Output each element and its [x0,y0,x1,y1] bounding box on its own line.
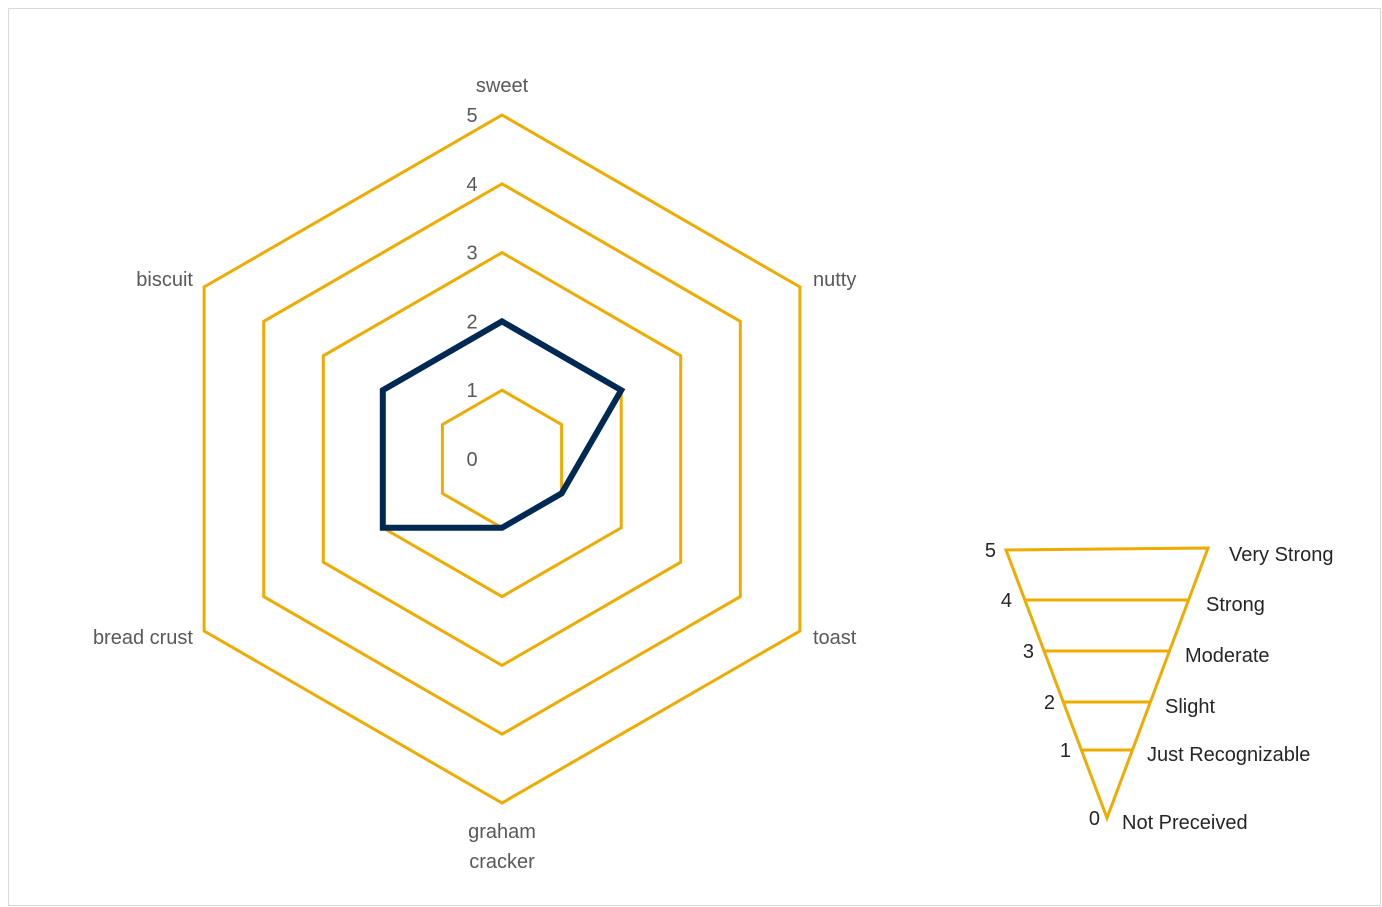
tick-label-1: 1 [466,380,477,402]
axis-label-toast: toast [813,627,857,649]
scale-label-2: Slight [1165,696,1215,718]
scale-value-4: 4 [1001,590,1012,612]
scale-label-0: Not Preceived [1122,812,1248,834]
radar-axis-labels: sweet nutty toast graham cracker bread crust b… [93,75,857,873]
scale-label-5: Very Strong [1229,544,1334,566]
tick-label-0: 0 [466,449,477,471]
series-line-0 [379,317,626,531]
scale-label-1: Just Recognizable [1147,744,1310,766]
scale-label-3: Moderate [1185,645,1270,667]
tick-label-3: 3 [466,243,477,265]
axis-label-sweet: sweet [476,75,529,97]
scale-label-4: Strong [1206,594,1265,616]
axis-label-graham-cracker: graham cracker [468,821,536,873]
radar-grid [202,113,802,805]
axis-label-biscuit: biscuit [136,269,193,291]
grid-ring-2 [381,319,623,599]
tick-label-2: 2 [466,311,477,333]
grid-ring-3 [321,250,683,668]
axis-label-nutty: nutty [813,269,856,291]
grid-ring-5 [202,113,802,805]
scale-value-3: 3 [1023,641,1034,663]
axis-label-bread-crust: bread crust [93,627,193,649]
grid-ring-4 [262,182,742,736]
radar-series [379,317,626,531]
intensity-scale-legend: 5 Very Strong 4 Strong 3 Moderate 2 Slight 1 Just… [985,540,1334,834]
scale-value-2: 2 [1044,692,1055,714]
scale-triangle [1003,546,1211,823]
chart-frame [8,8,1381,906]
radar-ticks: 0 1 2 3 4 5 [466,105,477,471]
scale-value-1: 1 [1060,740,1071,762]
scale-value-5: 5 [985,540,996,562]
tick-label-4: 4 [466,174,477,196]
scale-value-0: 0 [1089,808,1100,830]
tick-label-5: 5 [466,105,477,127]
